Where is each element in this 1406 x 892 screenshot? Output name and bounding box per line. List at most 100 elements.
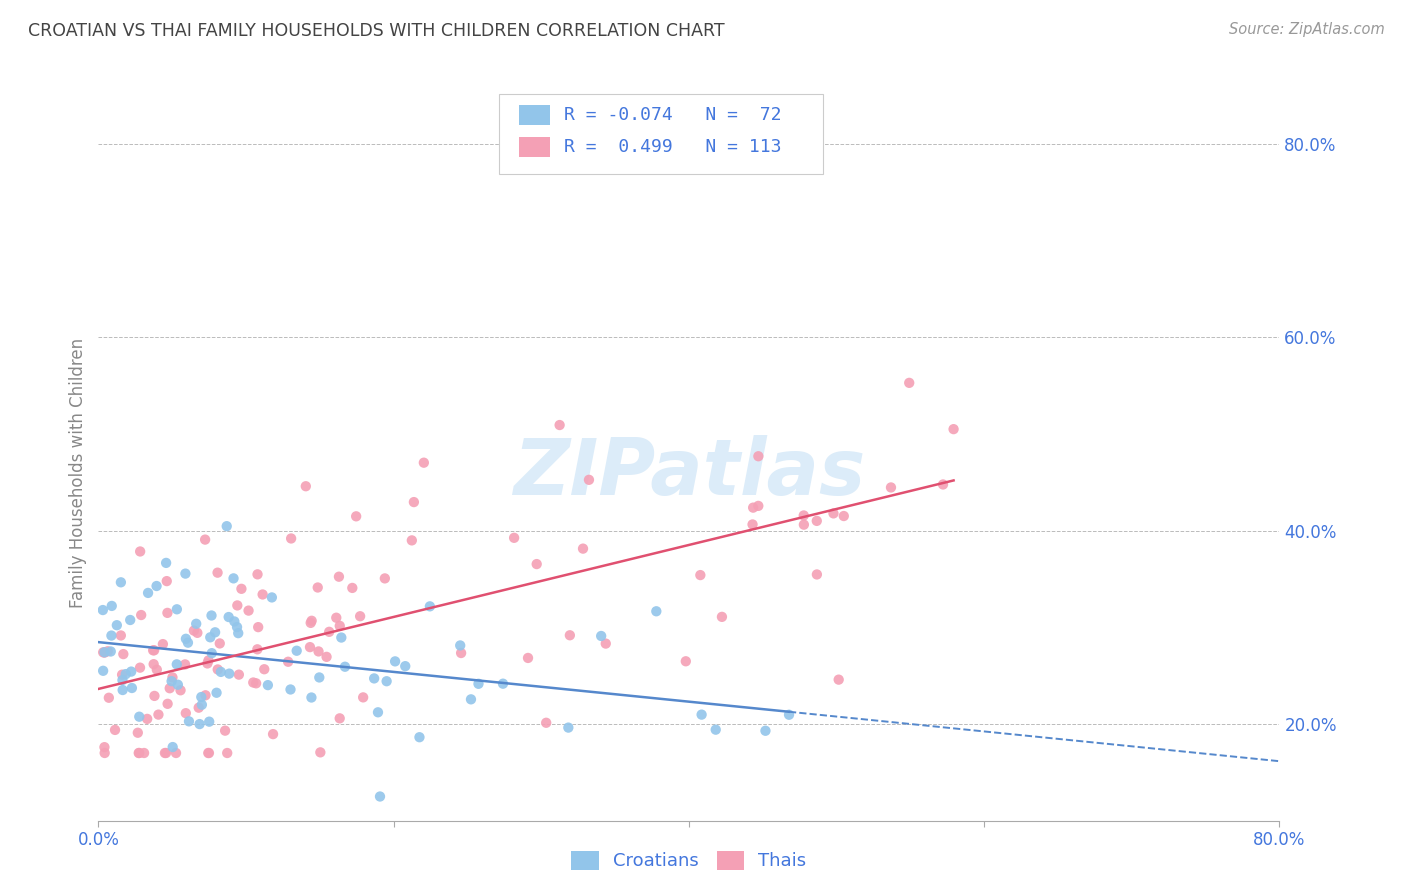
Point — [330, 631, 353, 645]
Point — [156, 606, 179, 620]
Point — [152, 637, 174, 651]
Point — [197, 746, 219, 760]
Point — [898, 376, 921, 390]
Point — [169, 683, 191, 698]
Point — [534, 715, 557, 730]
Point — [315, 649, 337, 664]
Point — [318, 624, 340, 639]
Point — [155, 556, 177, 570]
Point — [710, 610, 733, 624]
Point — [548, 418, 571, 433]
Point — [419, 599, 441, 614]
Point — [174, 632, 197, 646]
Point — [394, 659, 416, 673]
Point — [309, 745, 332, 759]
Point — [146, 663, 169, 677]
Point — [285, 644, 308, 658]
Point — [111, 683, 134, 698]
Point — [352, 690, 374, 705]
Point — [127, 725, 149, 739]
Point — [277, 655, 299, 669]
Point — [595, 637, 617, 651]
Point — [252, 587, 274, 601]
Point — [704, 723, 727, 737]
Point — [186, 616, 208, 631]
Point — [165, 746, 187, 760]
Point — [298, 640, 321, 654]
Point — [675, 654, 697, 668]
Point — [231, 582, 253, 596]
Point — [828, 673, 851, 687]
Point — [690, 707, 713, 722]
Point — [342, 581, 364, 595]
Point — [806, 567, 828, 582]
Point — [148, 707, 170, 722]
Point — [226, 620, 249, 634]
Point — [806, 514, 828, 528]
Point — [153, 746, 176, 760]
Point — [198, 714, 221, 729]
Point — [218, 666, 240, 681]
Point — [128, 709, 150, 723]
Point — [689, 568, 711, 582]
Point — [215, 519, 238, 533]
Point — [201, 646, 224, 660]
Point — [374, 571, 396, 585]
Point — [526, 557, 548, 571]
Point — [449, 639, 471, 653]
Point — [492, 676, 515, 690]
Text: R =  0.499   N = 113: R = 0.499 N = 113 — [564, 138, 782, 156]
Point — [572, 541, 595, 556]
Point — [167, 678, 190, 692]
Point — [162, 740, 184, 755]
Point — [129, 660, 152, 674]
Point — [217, 746, 239, 760]
Point — [253, 662, 276, 676]
Point — [280, 682, 302, 697]
Point — [754, 723, 776, 738]
Point — [200, 608, 222, 623]
Point — [460, 692, 482, 706]
Point — [209, 665, 232, 679]
Point — [194, 533, 217, 547]
Point — [308, 670, 330, 684]
Point — [177, 635, 200, 649]
Point — [222, 571, 245, 585]
Point — [188, 717, 211, 731]
Point — [105, 618, 128, 632]
Point — [136, 712, 159, 726]
Point — [194, 688, 217, 702]
Point — [344, 509, 367, 524]
Point — [226, 626, 249, 640]
Point — [121, 681, 143, 695]
Point — [823, 507, 845, 521]
Point — [111, 667, 134, 681]
Point — [162, 670, 184, 684]
Point — [942, 422, 965, 436]
Point — [329, 619, 352, 633]
Point — [129, 544, 152, 558]
Point — [328, 570, 350, 584]
Point — [245, 676, 267, 690]
Point — [155, 746, 177, 760]
Point — [349, 609, 371, 624]
Point — [207, 566, 229, 580]
Point — [204, 625, 226, 640]
Text: ZIPatlas: ZIPatlas — [513, 434, 865, 511]
Point — [120, 665, 142, 679]
Point — [143, 643, 166, 657]
Point — [402, 495, 425, 509]
Point — [280, 532, 302, 546]
Point — [128, 746, 150, 760]
Point — [145, 579, 167, 593]
Point — [97, 644, 120, 658]
Point — [93, 646, 115, 660]
Point — [207, 663, 229, 677]
Point — [156, 697, 179, 711]
Point — [100, 629, 122, 643]
Text: R = -0.074   N =  72: R = -0.074 N = 72 — [564, 106, 782, 124]
Point — [401, 533, 423, 548]
Point — [120, 613, 142, 627]
Point — [226, 599, 249, 613]
Point — [450, 646, 472, 660]
